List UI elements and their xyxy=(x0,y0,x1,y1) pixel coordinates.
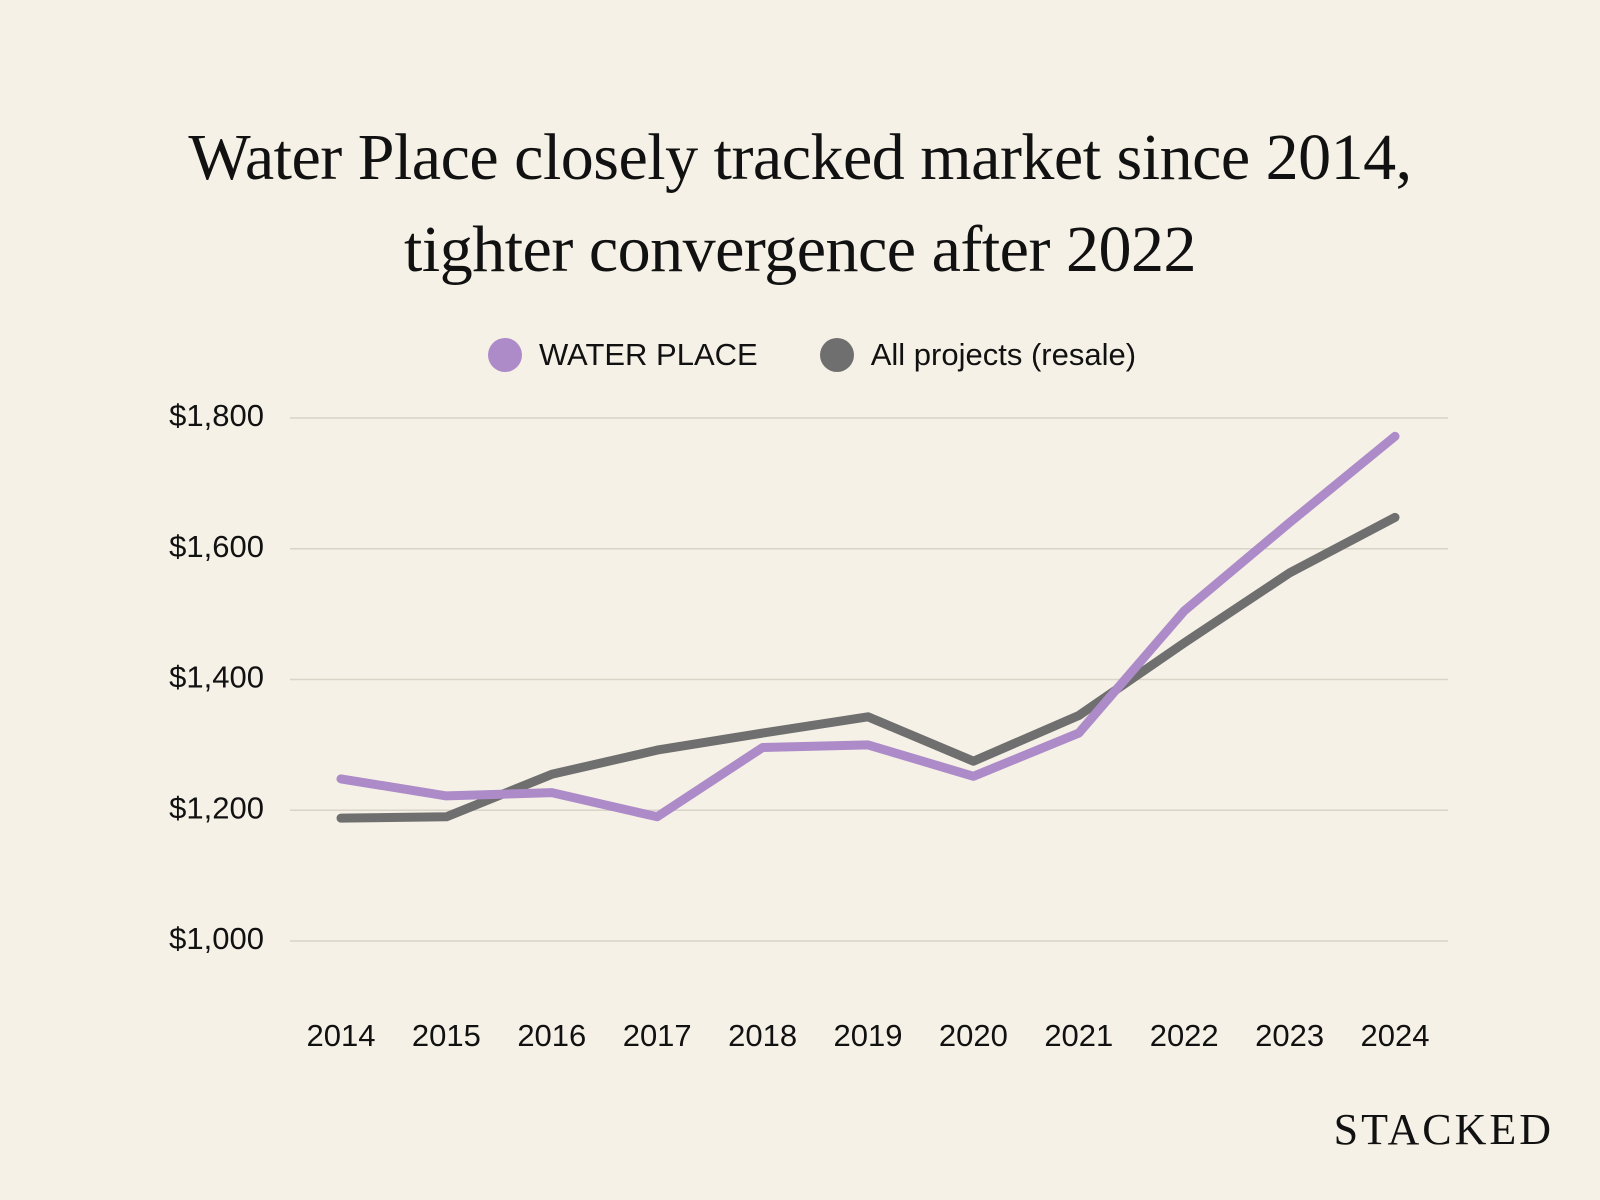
y-axis-tick-labels: $1,800 $1,600 $1,400 $1,200 $1,000 xyxy=(169,398,264,956)
legend-item-water-place: WATER PLACE xyxy=(487,337,758,373)
x-tick-label-2023: 2023 xyxy=(1255,1018,1324,1053)
x-tick-label-2018: 2018 xyxy=(728,1018,797,1053)
y-tick-label-1800: $1,800 xyxy=(169,398,264,433)
legend-swatch-water-place xyxy=(487,338,522,372)
y-tick-label-1000: $1,000 xyxy=(169,921,264,956)
y-tick-label-1600: $1,600 xyxy=(169,529,264,564)
x-axis-tick-labels: 2014 2015 2016 2017 2018 2019 2020 2021 2022 2023… xyxy=(307,1018,1430,1053)
legend-swatch-all-projects xyxy=(819,338,854,372)
x-tick-label-2020: 2020 xyxy=(939,1018,1008,1053)
x-tick-label-2022: 2022 xyxy=(1150,1018,1219,1053)
x-tick-label-2024: 2024 xyxy=(1361,1018,1430,1053)
series-lines xyxy=(336,431,1400,823)
legend-item-all-projects: All projects (resale) xyxy=(819,337,1137,373)
x-tick-label-2016: 2016 xyxy=(517,1018,586,1053)
x-tick-label-2017: 2017 xyxy=(623,1018,692,1053)
x-tick-label-2021: 2021 xyxy=(1044,1018,1113,1053)
series-line-water-place xyxy=(336,431,1400,822)
chart-title-line-2: tighter convergence after 2022 xyxy=(404,213,1196,286)
x-tick-label-2019: 2019 xyxy=(834,1018,903,1053)
brand-logo: STACKED xyxy=(1333,1105,1554,1154)
chart-legend: WATER PLACE All projects (resale) xyxy=(12,337,1600,373)
chart-title-line-1: Water Place closely tracked market since… xyxy=(188,121,1412,194)
y-tick-label-1200: $1,200 xyxy=(169,790,264,825)
chart-title: Water Place closely tracked market since… xyxy=(0,112,1600,296)
x-tick-label-2014: 2014 xyxy=(307,1018,376,1053)
x-tick-label-2015: 2015 xyxy=(412,1018,481,1053)
series-line-all-projects xyxy=(336,512,1400,823)
legend-label-water-place: WATER PLACE xyxy=(538,337,758,372)
y-tick-label-1400: $1,400 xyxy=(169,660,264,695)
grid-lines xyxy=(290,417,1448,942)
legend-label-all-projects: All projects (resale) xyxy=(870,337,1137,372)
